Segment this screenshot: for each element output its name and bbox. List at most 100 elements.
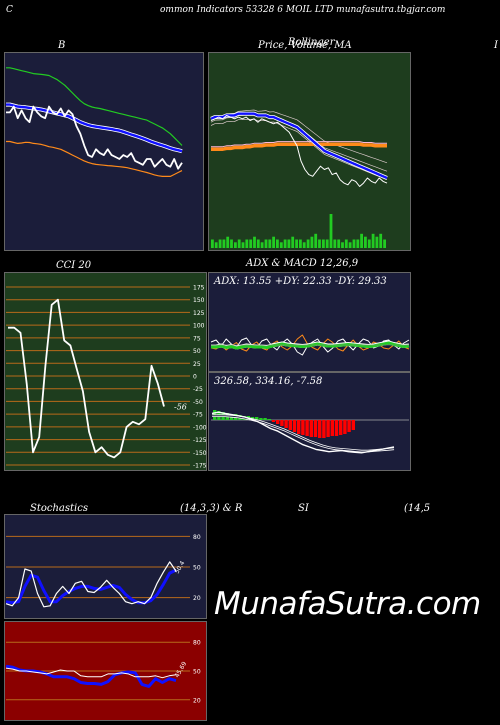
cci-tick-label: 125 <box>193 310 205 317</box>
volume-bar <box>333 239 337 248</box>
rsi-tick-label: 20 <box>193 697 201 704</box>
macd-histogram-bar <box>259 418 263 420</box>
macd-histogram-bar <box>288 420 292 430</box>
volume-bar <box>364 236 367 248</box>
stoch-k-line <box>5 561 177 608</box>
macd-histogram-bar <box>330 420 334 436</box>
cci-tick-label: -100 <box>193 424 207 431</box>
macd-histogram-bar <box>309 420 313 437</box>
bollinger-panel <box>4 52 204 251</box>
volume-bar <box>371 233 375 248</box>
adx-panel <box>208 272 411 372</box>
ma-orange-line <box>211 142 387 151</box>
volume-bar <box>279 242 283 248</box>
macd-histogram-bar <box>280 420 284 426</box>
bollinger-lower-line <box>6 140 183 177</box>
ma-blue-line <box>210 112 388 180</box>
rsi-mfi-line <box>5 664 177 688</box>
volume-bar <box>360 233 363 248</box>
rsi-params: (14,5 <box>404 503 431 514</box>
header-left: C <box>6 5 13 15</box>
volume-bar <box>214 242 218 248</box>
cci-tick-label: 75 <box>193 335 201 342</box>
cci-title: CCI 20 <box>56 260 92 271</box>
macd-panel <box>208 372 411 471</box>
price-line <box>210 114 388 187</box>
volume-bar <box>310 236 314 248</box>
bollinger-title: B <box>58 40 66 51</box>
ma-ribbon-line-0 <box>210 118 388 181</box>
cci-tick-label: -150 <box>193 450 207 457</box>
ma-ribbon-line-2 <box>210 109 388 164</box>
volume-bar <box>256 239 260 248</box>
volume-bar <box>291 236 295 248</box>
macd-histogram-bar <box>292 420 297 432</box>
cci-tick-label: 100 <box>193 323 205 330</box>
cci-tick-label: 0 <box>193 374 197 381</box>
stoch-tick-label: 80 <box>193 534 201 541</box>
volume-bar <box>302 242 306 248</box>
volume-bar <box>287 239 291 248</box>
volume-bar <box>276 239 279 248</box>
volume-bar <box>314 233 318 248</box>
volume-bar <box>348 242 352 248</box>
macd-histogram-bar <box>343 420 347 434</box>
volume-bar <box>272 236 275 248</box>
macd-histogram-bar <box>263 418 267 420</box>
macd-histogram-bar <box>297 420 301 434</box>
volume-bar <box>299 239 302 248</box>
volume-bar <box>325 239 329 248</box>
volume-bar <box>222 239 226 248</box>
rsi-line <box>5 667 177 679</box>
price-title-overlay: Bollinger <box>288 37 335 48</box>
rsi-last-label: 45.69 <box>174 660 189 679</box>
volume-bar <box>260 242 264 248</box>
stoch-tick-label: 20 <box>193 595 201 602</box>
price-title: Price, Volume, MA <box>258 40 352 51</box>
macd-line <box>211 411 395 454</box>
macd-histogram-bar <box>267 419 271 420</box>
right-edge-label: I <box>494 40 498 51</box>
volume-bar <box>249 239 253 248</box>
macd-histogram-bar <box>301 420 305 435</box>
bollinger-price-line <box>6 105 183 170</box>
macd-histogram-bar <box>351 420 355 430</box>
adx-line <box>211 341 410 350</box>
volume-bar <box>230 239 233 248</box>
watermark: MunafaSutra.com <box>214 586 481 622</box>
macd-histogram-bar <box>318 420 322 438</box>
adx-title: ADX & MACD 12,26,9 <box>246 258 359 269</box>
macd-histogram-bar <box>326 420 330 437</box>
stochastics-title: Stochastics <box>30 503 88 514</box>
price-panel <box>208 52 411 251</box>
ma-pink-line <box>211 141 387 148</box>
macd-histogram-bar <box>284 420 288 428</box>
volume-bar <box>383 239 386 248</box>
volume-bar <box>379 233 383 248</box>
header-title: ommon Indicators 53328 6 MOIL LTD munafa… <box>160 5 446 15</box>
volume-bar <box>211 239 214 248</box>
volume-bar <box>329 214 333 248</box>
volume-bar <box>341 242 344 248</box>
volume-bar <box>245 239 249 248</box>
cci-panel <box>4 272 207 471</box>
rsi-tick-label: 50 <box>193 669 201 676</box>
stochastics-params: (14,3,3) & R <box>180 503 243 514</box>
volume-bar <box>253 236 256 248</box>
stoch-d-line <box>5 568 177 605</box>
stoch-tick-label: 50 <box>193 565 201 572</box>
volume-bar <box>344 239 348 248</box>
macd-histogram-bar <box>313 420 318 437</box>
macd-histogram-bar <box>276 420 280 424</box>
cci-tick-label: -125 <box>193 437 207 444</box>
volume-bar <box>337 239 341 248</box>
macd-histogram-bar <box>255 417 259 420</box>
macd-readout: 326.58, 334.16, -7.58 <box>214 376 323 387</box>
volume-bar <box>234 242 237 248</box>
macd-histogram-bar <box>322 420 326 438</box>
macd-histogram-bar <box>334 420 339 436</box>
volume-bar <box>241 242 245 248</box>
bollinger-upper-line <box>6 67 183 146</box>
volume-bar <box>356 239 360 248</box>
